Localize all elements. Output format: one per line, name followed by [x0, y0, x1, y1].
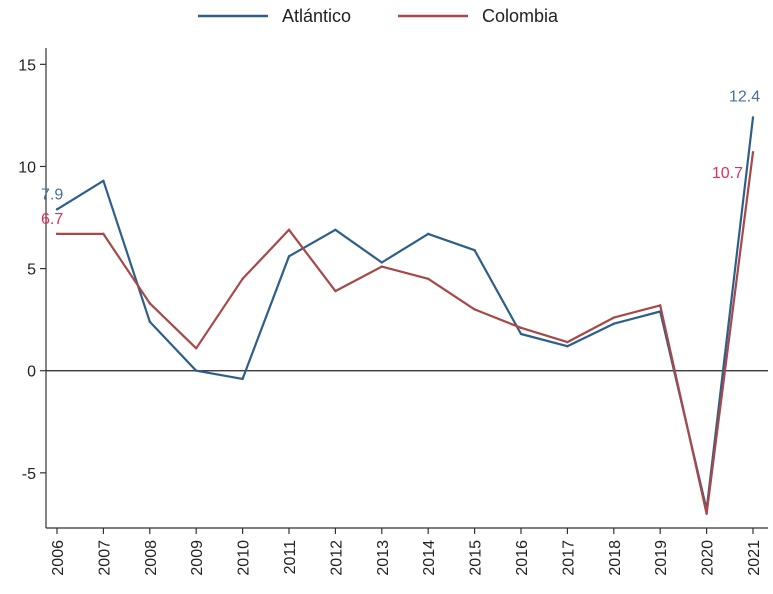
x-tick-label: 2007	[96, 540, 113, 576]
y-tick-label: 15	[18, 57, 36, 74]
data-point	[334, 289, 337, 293]
series-layer	[55, 116, 755, 515]
data-point	[659, 304, 662, 307]
data-point	[102, 179, 105, 182]
y-tick-label: 0	[27, 364, 36, 381]
data-point	[241, 277, 244, 281]
data-point	[566, 340, 569, 344]
data-point	[612, 322, 615, 325]
x-tick-label: 2017	[560, 540, 577, 576]
data-point	[473, 249, 476, 252]
data-point	[473, 308, 476, 311]
data-point	[148, 302, 151, 305]
data-point	[334, 228, 337, 231]
series-line-atlantico	[56, 117, 755, 511]
x-tick-label: 2014	[421, 540, 438, 576]
x-tick-label: 2020	[700, 540, 717, 576]
x-tick-label: 2015	[468, 540, 485, 576]
y-tick-label: 10	[18, 159, 36, 176]
data-point	[148, 320, 151, 323]
data-label: 6.7	[41, 211, 63, 228]
x-tick-label: 2006	[50, 540, 67, 576]
legend-item-atlantico: Atlántico	[198, 6, 351, 26]
data-point	[55, 232, 59, 236]
data-point	[102, 232, 105, 236]
legend-label: Colombia	[482, 6, 559, 26]
x-tick-label: 2016	[514, 540, 531, 576]
data-point	[195, 347, 198, 350]
x-tick-label: 2013	[375, 540, 392, 576]
data-point	[241, 377, 244, 381]
data-point	[705, 512, 708, 515]
data-point	[427, 277, 430, 281]
axes: -5 0 5 10 15 2006 2007 2008 2009 2010 2011 2012 2013…	[18, 48, 768, 576]
data-point	[55, 208, 59, 211]
data-label: 12.4	[729, 88, 760, 105]
data-point	[519, 332, 523, 336]
data-label: 7.9	[41, 186, 63, 203]
data-point	[519, 326, 523, 330]
data-point	[612, 316, 615, 319]
data-point	[751, 116, 755, 119]
x-tick-label: 2010	[236, 540, 253, 576]
data-point	[380, 265, 383, 268]
data-labels: 7.9 6.7 12.4 10.7	[41, 88, 760, 227]
x-tick-label: 2012	[328, 540, 345, 576]
data-point	[287, 255, 291, 258]
data-label: 10.7	[712, 165, 743, 182]
legend: Atlántico Colombia	[198, 6, 559, 26]
series-line-colombia	[57, 152, 755, 515]
x-tick-label: 2018	[607, 540, 624, 576]
data-point	[195, 369, 198, 372]
x-tick-label: 2019	[653, 540, 670, 576]
legend-item-colombia: Colombia	[398, 6, 559, 26]
data-point	[380, 261, 383, 264]
x-tick-label: 2021	[746, 540, 763, 576]
y-tick-label: -5	[22, 466, 36, 483]
x-tick-label: 2009	[189, 540, 206, 576]
data-point	[287, 228, 291, 231]
x-tick-label: 2011	[282, 540, 299, 575]
y-tick-label: 5	[27, 262, 36, 279]
data-point	[566, 345, 569, 348]
x-tick-label: 2008	[143, 540, 160, 576]
data-point	[427, 232, 430, 236]
data-point	[751, 150, 755, 154]
legend-label: Atlántico	[282, 6, 351, 26]
